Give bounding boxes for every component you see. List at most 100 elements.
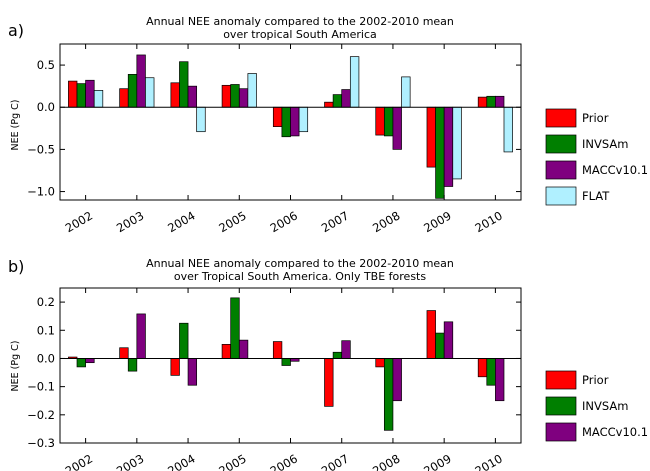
x-tick-label-2004: 2004: [165, 451, 197, 471]
x-tick-label-2008: 2008: [370, 451, 402, 471]
bar-prior-2005: [221, 344, 232, 359]
y-tick-label: −0.1: [27, 380, 55, 394]
bar-prior-2003: [119, 347, 129, 359]
bar-maccv10-1-2004: [187, 85, 198, 108]
y-tick-label: −0.5: [27, 142, 55, 156]
y-tick-label: 0.1: [37, 323, 55, 337]
x-tick-label-2009: 2009: [421, 208, 453, 235]
chart-title-a-line2: over tropical South America: [223, 28, 377, 41]
x-tick-label-2007: 2007: [319, 208, 351, 235]
y-tick-label: 0.0: [37, 351, 55, 365]
chart-title-b-line2: over Tropical South America. Only TBE fo…: [174, 270, 426, 283]
bar-invsam-2008: [383, 358, 394, 431]
legend-swatch-invsam: [545, 396, 577, 416]
bar-invsam-2008: [383, 106, 394, 137]
bar-invsam-2007: [332, 351, 343, 359]
bar-invsam-2002: [76, 358, 86, 368]
bar-flat-2002: [93, 90, 104, 108]
bar-prior-2007: [324, 358, 334, 407]
bar-maccv10-1-2002: [85, 358, 95, 364]
legend-swatch-invsam: [545, 134, 577, 154]
bar-flat-2004: [196, 106, 206, 133]
chart-title-a-line1: Annual NEE anomaly compared to the 2002-…: [146, 15, 454, 28]
bar-invsam-2005: [230, 297, 240, 359]
bar-invsam-2009: [435, 332, 445, 359]
y-axis-label-b: NEE (Pg C): [10, 341, 21, 392]
legend-swatch-maccv10-1: [545, 160, 577, 180]
bars-a: [68, 54, 513, 199]
bar-maccv10-1-2010: [495, 95, 505, 108]
legend-swatch-maccv10-1: [545, 422, 577, 442]
legend-swatch-prior: [545, 370, 577, 390]
bar-maccv10-1-2008: [392, 106, 402, 150]
y-tick-label: −0.2: [27, 408, 55, 422]
bar-prior-2006: [272, 341, 283, 359]
bar-maccv10-1-2009: [443, 321, 454, 359]
x-tick-label-2007: 2007: [319, 451, 351, 471]
bar-prior-2004: [170, 82, 180, 108]
legend-label-flat: FLAT: [582, 189, 610, 203]
x-tick-label-2004: 2004: [165, 208, 197, 235]
bar-flat-2009: [452, 106, 462, 180]
bar-invsam-2009: [435, 106, 445, 199]
chart-title-b-line1: Annual NEE anomaly compared to the 2002-…: [146, 257, 454, 270]
x-tick-label-2003: 2003: [114, 208, 146, 235]
plot-frame-b: [59, 287, 522, 444]
bar-maccv10-1-2007: [341, 89, 351, 108]
bar-flat-2006: [298, 106, 309, 133]
bar-flat-2008: [401, 76, 411, 108]
bar-invsam-2002: [76, 83, 86, 108]
y-axis-label-a: NEE (Pg C): [10, 100, 21, 151]
bars-b: [68, 297, 505, 431]
y-tick-label: 0.0: [37, 100, 55, 114]
bar-maccv10-1-2007: [341, 340, 351, 359]
x-tick-label-2003: 2003: [114, 451, 146, 471]
bar-prior-2008: [375, 106, 385, 136]
plot-frame-a: [59, 43, 522, 201]
bar-invsam-2004: [179, 61, 189, 108]
y-tick-label: −0.3: [27, 436, 55, 450]
bar-invsam-2010: [486, 95, 496, 108]
x-tick-label-2005: 2005: [216, 208, 248, 235]
x-tick-label-2006: 2006: [268, 451, 300, 471]
x-tick-label-2006: 2006: [268, 208, 300, 235]
bar-prior-2009: [426, 310, 436, 359]
bar-invsam-2004: [179, 322, 189, 359]
legend-swatch-flat: [545, 186, 577, 206]
legend-a: Prior INVSAm MACCv10.1 FLAT: [545, 108, 648, 206]
bar-prior-2008: [375, 358, 385, 368]
legend-swatch-prior: [545, 108, 577, 128]
y-ticks-b: −0.3 −0.2 −0.1 0.0 0.1 0.2: [27, 295, 521, 450]
y-tick-label: 0.5: [37, 58, 55, 72]
x-tick-label-2010: 2010: [473, 208, 505, 235]
bar-prior-2006: [272, 106, 283, 127]
bar-maccv10-1-2004: [187, 358, 198, 386]
x-tick-label-2002: 2002: [63, 208, 95, 235]
legend-label-maccv10-1: MACCv10.1: [582, 425, 648, 439]
legend-label-maccv10-1: MACCv10.1: [582, 163, 648, 177]
bar-invsam-2005: [230, 84, 240, 108]
bar-maccv10-1-2002: [85, 79, 95, 108]
legend-label-invsam: INVSAm: [582, 399, 628, 413]
bar-maccv10-1-2005: [238, 339, 249, 359]
bar-prior-2004: [170, 358, 180, 376]
legend-b: Prior INVSAm MACCv10.1: [545, 370, 648, 442]
chart-panel-a: a) Annual NEE anomaly compared to the 20…: [8, 15, 648, 235]
bar-prior-2002: [68, 80, 78, 108]
bar-maccv10-1-2008: [392, 358, 402, 402]
bar-maccv10-1-2009: [443, 106, 454, 187]
bar-flat-2010: [503, 106, 513, 153]
bar-invsam-2006: [281, 106, 291, 138]
legend-label-invsam: INVSAm: [582, 137, 628, 151]
x-tick-label-2009: 2009: [421, 451, 453, 471]
panel-label-b: b): [8, 257, 24, 276]
panel-label-a: a): [8, 21, 24, 40]
bar-invsam-2003: [127, 358, 138, 372]
x-tick-label-2002: 2002: [63, 451, 95, 471]
bar-maccv10-1-2003: [136, 54, 146, 108]
legend-label-prior: Prior: [582, 111, 609, 125]
y-tick-label: 0.2: [37, 295, 55, 309]
bar-invsam-2010: [486, 358, 496, 386]
legend-label-prior: Prior: [582, 373, 609, 387]
